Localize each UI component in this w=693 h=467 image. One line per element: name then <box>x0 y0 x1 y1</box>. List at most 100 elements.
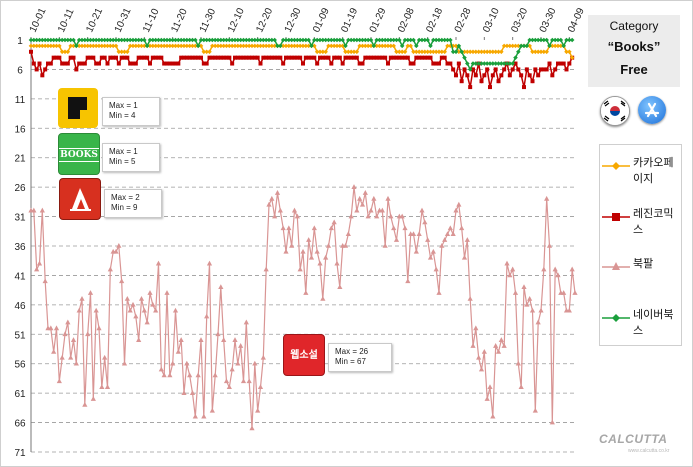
legend: 카카오페이지 레진코믹스 북팔 네이버북스 <box>599 144 682 346</box>
data-point <box>536 73 540 77</box>
x-tick-label: 10-21 <box>84 6 105 34</box>
x-tick-label: 03-30 <box>538 6 559 34</box>
data-point <box>479 367 484 372</box>
data-point <box>482 349 487 354</box>
data-point <box>150 302 155 307</box>
data-point <box>99 384 104 389</box>
data-point <box>524 302 529 307</box>
max-value: Max = 1 <box>109 147 155 157</box>
y-tick-label: 61 <box>14 389 26 400</box>
data-point <box>114 56 118 60</box>
data-point <box>499 49 504 54</box>
data-point <box>72 56 76 60</box>
x-tick-label: 10-11 <box>56 7 77 35</box>
data-point <box>394 237 399 242</box>
calcutta-url: www.calcutta.co.kr <box>628 448 669 454</box>
data-point <box>241 378 246 383</box>
data-point <box>562 62 566 66</box>
data-point <box>57 56 61 60</box>
data-point <box>35 67 39 71</box>
data-point <box>145 320 150 325</box>
data-point <box>431 249 436 254</box>
data-point <box>533 67 537 71</box>
data-point <box>355 49 360 54</box>
y-tick-label: 21 <box>14 154 26 165</box>
data-point <box>292 208 297 213</box>
data-point <box>94 308 99 313</box>
data-point <box>519 384 524 389</box>
data-point <box>57 44 62 49</box>
data-point <box>470 343 475 348</box>
data-point <box>541 267 546 272</box>
data-point <box>474 73 478 77</box>
data-point <box>283 249 288 254</box>
data-point <box>176 62 180 66</box>
data-point <box>355 56 359 60</box>
data-point <box>261 355 266 360</box>
data-point <box>96 325 101 330</box>
kakaopage-app-icon <box>58 88 98 128</box>
data-point <box>428 255 433 260</box>
data-point <box>134 62 138 66</box>
data-point <box>448 38 453 43</box>
category-name: “Books” <box>588 39 680 54</box>
data-point <box>54 325 59 330</box>
data-point <box>79 296 84 301</box>
data-point <box>499 337 504 342</box>
data-point <box>417 231 422 236</box>
data-point <box>487 384 492 389</box>
data-point <box>65 320 70 325</box>
data-point <box>286 225 291 230</box>
data-point <box>411 38 416 43</box>
data-point <box>414 249 419 254</box>
data-point <box>88 290 93 295</box>
data-point <box>103 56 107 60</box>
data-point <box>567 62 571 66</box>
data-point <box>332 219 337 224</box>
data-point <box>259 62 263 66</box>
data-point <box>295 214 300 219</box>
data-point <box>460 79 464 83</box>
data-point <box>91 56 95 60</box>
data-point <box>369 38 374 43</box>
data-point <box>497 79 501 83</box>
data-point <box>309 44 314 49</box>
x-tick-label: 01-29 <box>368 6 389 34</box>
data-point <box>201 414 206 419</box>
data-point <box>338 56 342 60</box>
data-point <box>559 38 564 43</box>
category-type: Free <box>588 62 680 77</box>
x-tick-label: 01-19 <box>339 6 360 34</box>
data-point <box>275 190 280 195</box>
data-point <box>494 67 498 71</box>
data-point <box>419 208 424 213</box>
data-point <box>125 296 130 301</box>
data-point <box>252 361 257 366</box>
data-point <box>269 196 274 201</box>
data-point <box>516 361 521 366</box>
data-point <box>133 314 138 319</box>
data-point <box>62 331 67 336</box>
data-point <box>238 343 243 348</box>
data-point <box>247 378 252 383</box>
naverbooks-app-icon: BOOKS <box>58 133 100 175</box>
data-point <box>354 208 359 213</box>
data-point <box>309 255 314 260</box>
data-point <box>156 261 161 266</box>
data-point <box>57 378 62 383</box>
data-point <box>74 361 79 366</box>
data-point <box>159 56 163 60</box>
data-point <box>278 208 283 213</box>
data-point <box>360 202 365 207</box>
data-point <box>443 56 447 60</box>
min-value: Min = 9 <box>111 203 157 213</box>
x-tick-label: 04-09 <box>566 6 587 34</box>
y-tick-label: 66 <box>14 419 26 430</box>
data-point <box>266 202 271 207</box>
data-point <box>82 402 87 407</box>
data-point <box>525 67 529 71</box>
data-point <box>429 56 433 60</box>
data-point <box>536 320 541 325</box>
data-point <box>167 372 172 377</box>
data-point <box>465 73 469 77</box>
